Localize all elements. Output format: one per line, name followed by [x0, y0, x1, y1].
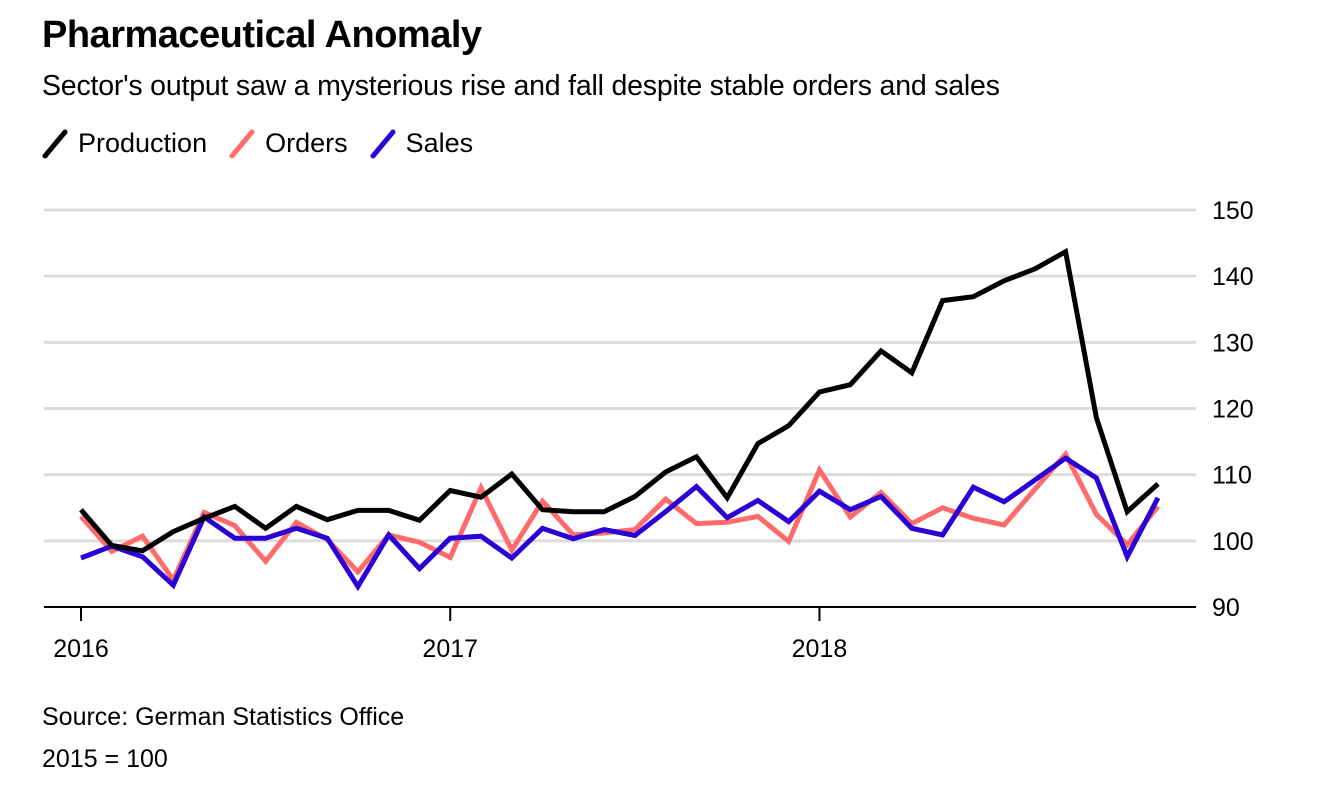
chart-legend: Production Orders Sales: [42, 128, 495, 159]
series-lines: [79, 247, 1161, 592]
gridlines: [44, 208, 1196, 543]
chart-title: Pharmaceutical Anomaly: [42, 14, 482, 56]
series-line-orders: [79, 449, 1160, 585]
x-tick-label: 2018: [792, 635, 848, 663]
x-tick-label: 2016: [53, 635, 109, 663]
legend-swatch-production-icon: [42, 129, 68, 158]
legend-label-production: Production: [78, 128, 208, 158]
legend-label-orders: Orders: [265, 128, 348, 158]
legend-swatch-orders-icon: [229, 129, 255, 158]
series-line-sales: [80, 455, 1161, 592]
series-line-production: [79, 247, 1160, 554]
y-tick-label: 130: [1212, 329, 1254, 357]
y-tick-label: 110: [1212, 462, 1252, 490]
legend-item-orders: Orders: [229, 128, 348, 159]
x-tick-label: 2017: [422, 635, 478, 663]
y-tick-label: 150: [1212, 197, 1254, 225]
chart-subtitle: Sector's output saw a mysterious rise an…: [42, 70, 1000, 102]
y-tick-label: 120: [1212, 396, 1254, 424]
legend-swatch-sales-icon: [370, 129, 396, 158]
y-tick-label: 140: [1212, 263, 1254, 291]
legend-item-production: Production: [42, 128, 207, 159]
y-tick-label: 90: [1212, 594, 1240, 622]
legend-label-sales: Sales: [405, 128, 474, 158]
legend-item-sales: Sales: [370, 128, 474, 159]
y-tick-label: 100: [1212, 528, 1254, 556]
axes: 90 100 110 120 130 140 150 2016 2017 2018: [44, 197, 1254, 663]
base-note: 2015 = 100: [42, 745, 168, 773]
source-note: Source: German Statistics Office: [42, 703, 405, 731]
